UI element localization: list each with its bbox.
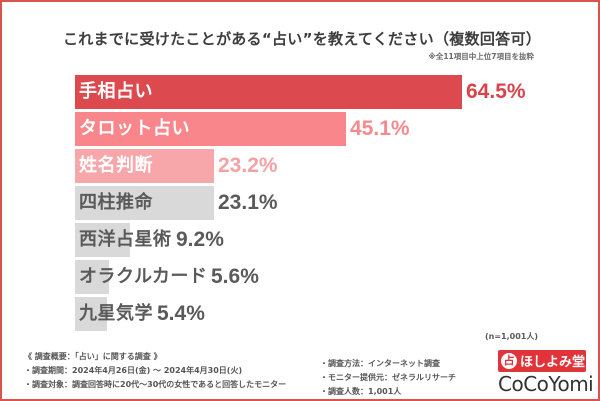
value-label: 64.5% (466, 80, 526, 103)
category-label: 九星気学 (79, 303, 153, 324)
survey-overview-heading: 《 調査概要：「占い」に関する調査 》 (24, 352, 162, 361)
value-label: 5.6% (211, 265, 259, 288)
category-label: 西洋占星術 (79, 229, 172, 250)
sample-size-label: (n=1,001人) (484, 332, 538, 341)
hoshiyomido-logo-text: ほしよみ堂 (520, 355, 586, 370)
survey-count: ・調査人数：1,001人 (320, 387, 402, 396)
survey-overview: 《 調査概要：「占い」に関する調査 》 ・調査期間：2024年4月26日(金) … (24, 350, 286, 392)
category-label: 手相占い (79, 81, 153, 102)
bar (75, 260, 109, 294)
fortune-mark-icon: 占 (501, 353, 517, 369)
value-label: 23.1% (218, 191, 278, 214)
hoshiyomido-logo: 占 ほしよみ堂 (498, 350, 586, 372)
category-label: 四柱推命 (79, 192, 153, 213)
bar-chart: 手相占い 64.5% タロット占い 45.1% 姓名判断 23.2% 四柱推命 23.1% 西洋… (2, 2, 600, 342)
survey-details: ・調査方法：インターネット調査 ・モニター提供元：ゼネラルリサーチ ・調査人数：… (320, 357, 456, 399)
cocoyomi-logo: CoCoYomi (498, 372, 594, 396)
chart-subtitle: ※全11項目中上位7項目を抜粋 (428, 52, 534, 61)
value-label: 5.4% (157, 302, 205, 325)
survey-method: ・調査方法：インターネット調査 (320, 359, 440, 368)
value-label: 45.1% (350, 117, 410, 140)
value-label: 9.2% (176, 228, 224, 251)
category-label: オラクルカード (79, 266, 208, 287)
bar (75, 186, 214, 220)
chart-title: これまでに受けたことがある“占い”を教えてください（複数回答可） (62, 30, 542, 48)
survey-target: ・調査対象：調査回答時に20代～30代の女性であると回答したモニター (24, 380, 287, 389)
bar (75, 75, 462, 109)
value-label: 23.2% (218, 154, 278, 177)
bar (75, 149, 214, 183)
category-label: 姓名判断 (79, 155, 153, 176)
bar (75, 297, 107, 331)
brand-logo: 占 ほしよみ堂 CoCoYomi (498, 350, 594, 396)
bar (75, 223, 130, 257)
monitor-provider: ・モニター提供元：ゼネラルリサーチ (320, 373, 456, 382)
survey-period: ・調査期間：2024年4月26日(金) ～ 2024年4月30日(火) (24, 366, 243, 375)
category-label: タロット占い (79, 118, 190, 139)
bar (75, 112, 346, 146)
